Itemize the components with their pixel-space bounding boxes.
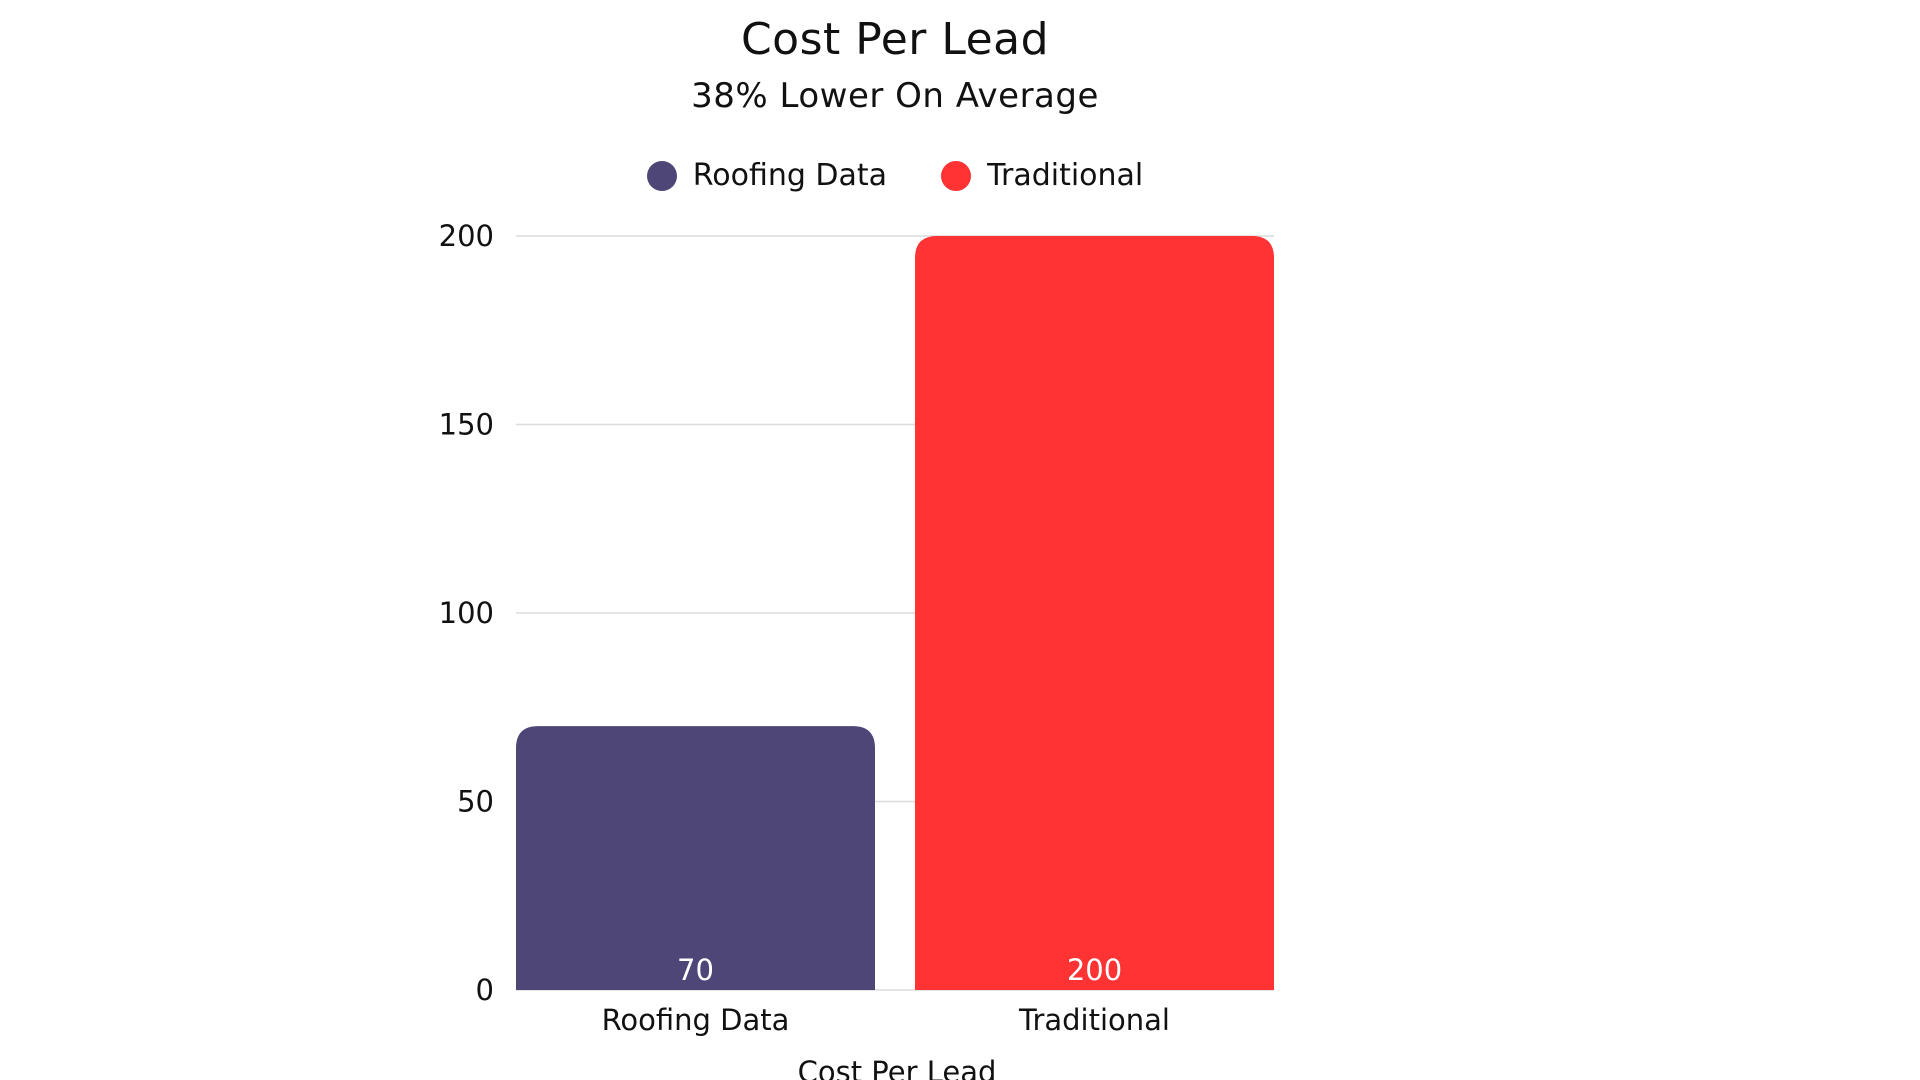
legend-item-roofing-data[interactable]: Roofing Data [646, 158, 888, 193]
y-tick-label-200: 200 [439, 219, 494, 253]
y-tick-label-100: 100 [439, 596, 494, 630]
legend-label-roofing-data: Roofing Data [692, 158, 888, 193]
x-tick-label-roofing-data: Roofing Data [602, 1003, 790, 1037]
legend: Roofing Data Traditional [0, 158, 1790, 193]
chart-subtitle: 38% Lower On Average [691, 76, 1099, 116]
y-tick-label-50: 50 [457, 785, 494, 819]
x-axis-title: Cost Per Lead [798, 1055, 997, 1080]
legend-swatch-traditional [941, 160, 972, 191]
data-label-roofing-data: 70 [677, 953, 714, 987]
bar-roofing-data[interactable] [516, 726, 875, 990]
x-tick-label-traditional: Traditional [1018, 1003, 1170, 1037]
y-tick-label-150: 150 [439, 408, 494, 442]
legend-swatch-roofing-data [646, 160, 677, 191]
y-tick-label-0: 0 [476, 973, 494, 1007]
legend-item-traditional[interactable]: Traditional [941, 158, 1143, 193]
chart-title: Cost Per Lead [740, 14, 1050, 65]
data-label-traditional: 200 [1067, 953, 1122, 987]
bar-traditional[interactable] [915, 236, 1274, 990]
legend-label-traditional: Traditional [987, 158, 1144, 193]
